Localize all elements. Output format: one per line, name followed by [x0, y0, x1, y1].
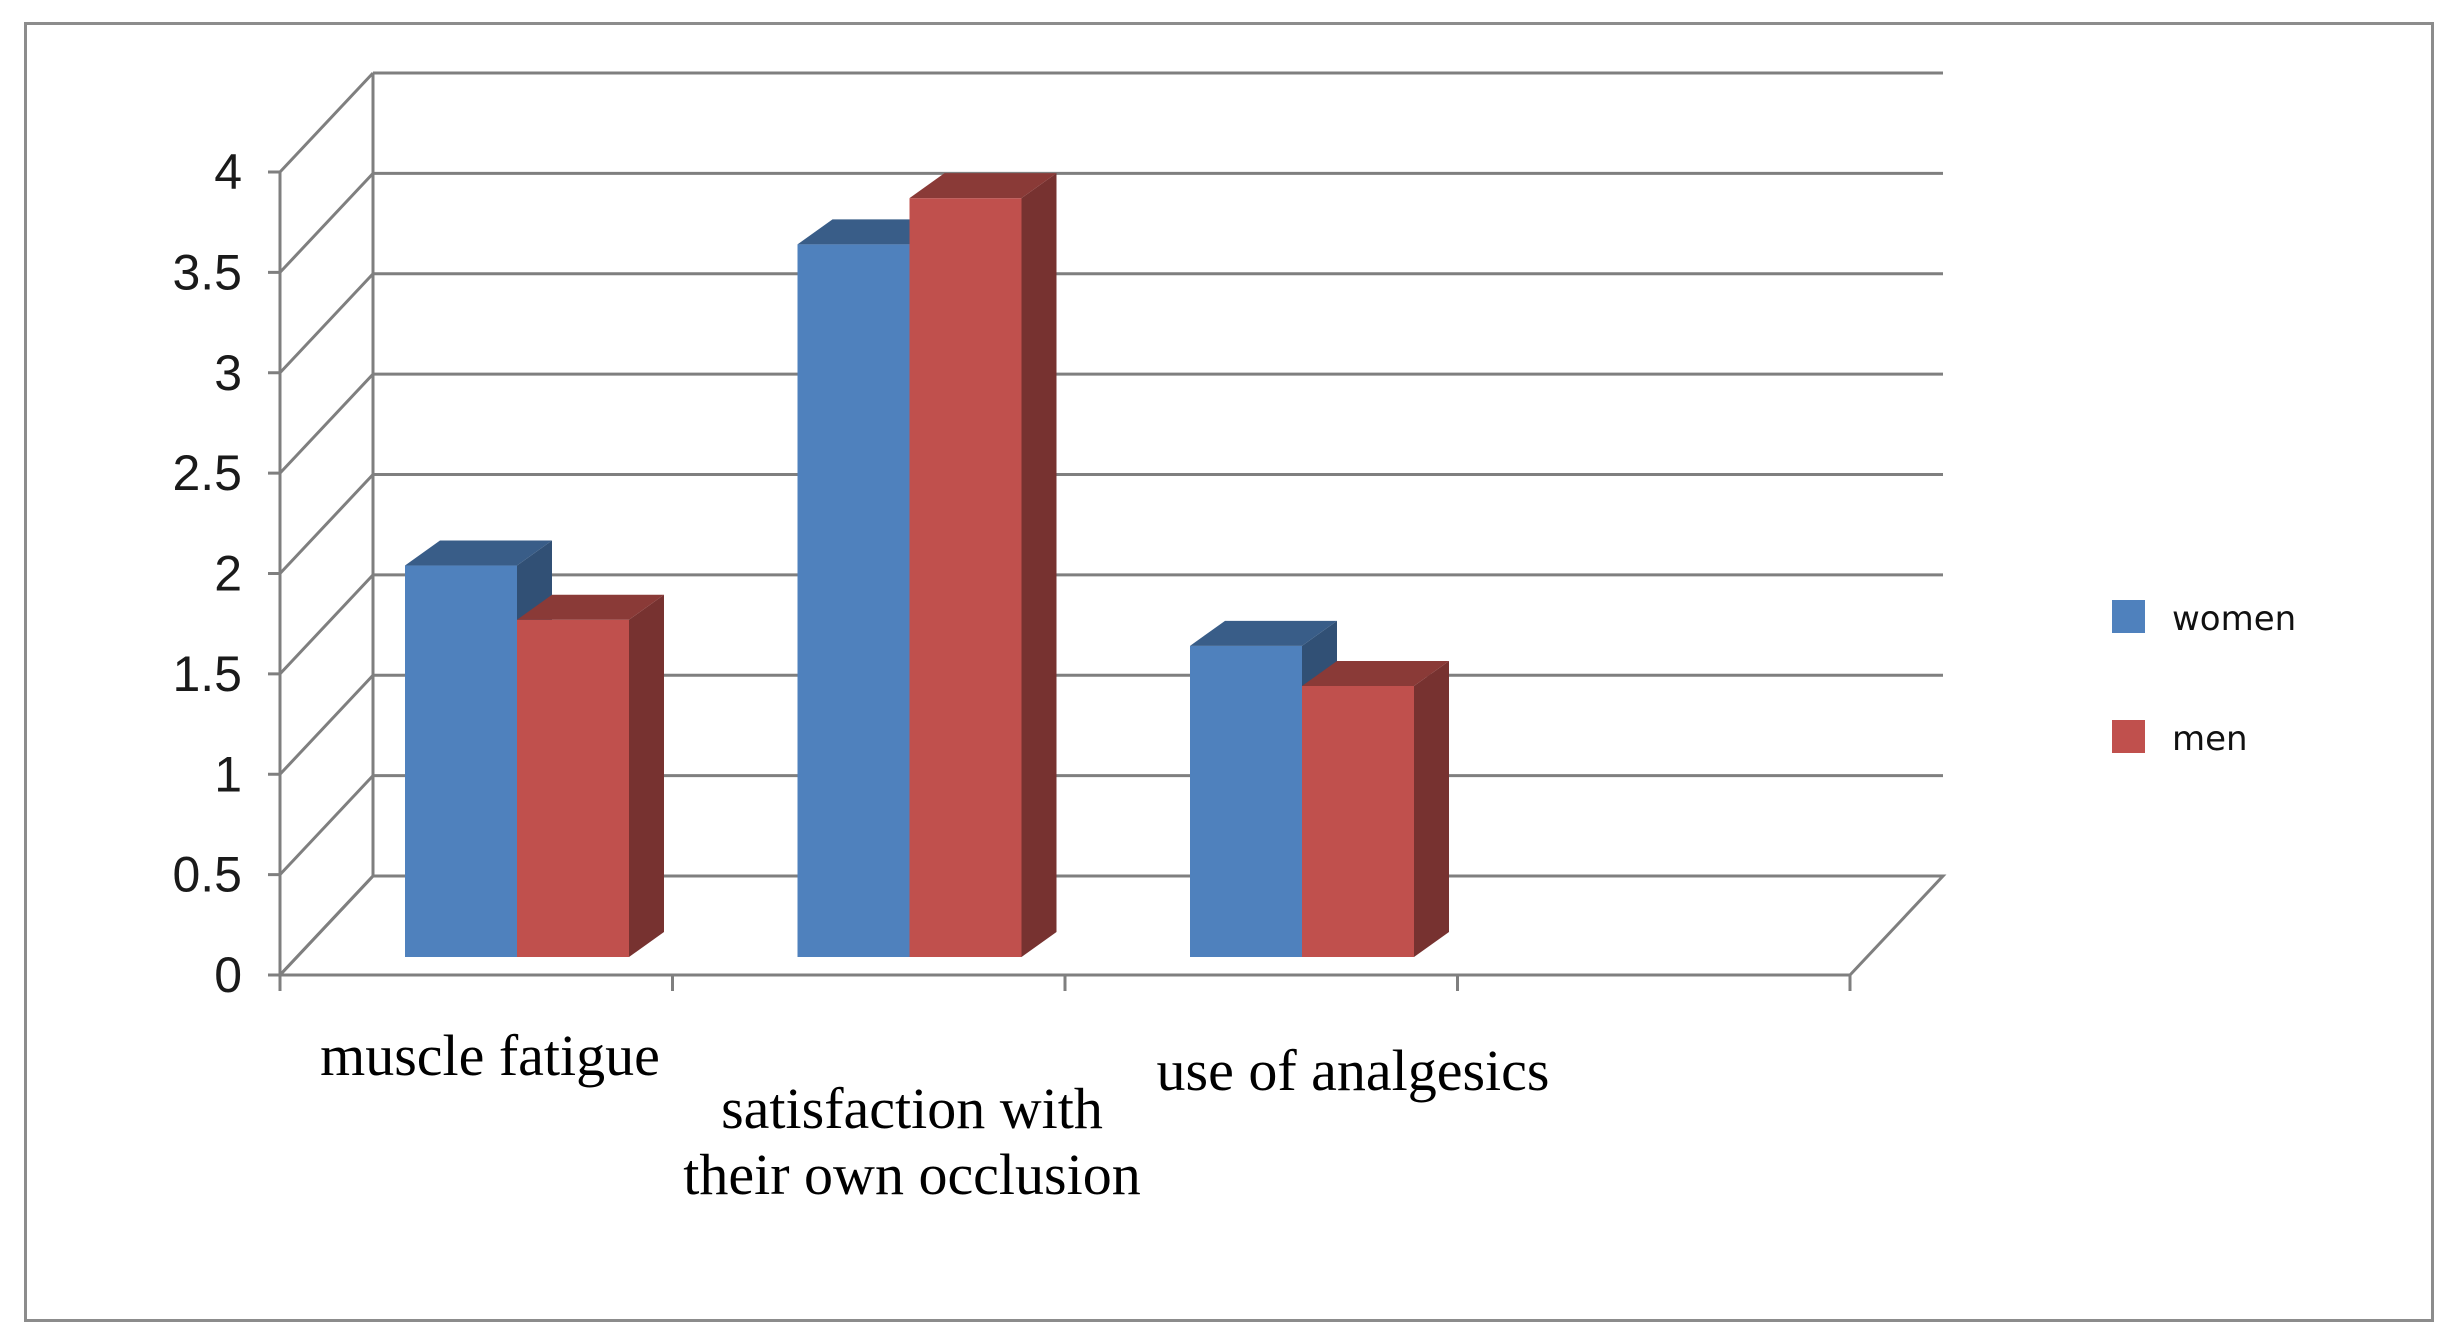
x-category-label: satisfaction with their own occlusion — [683, 1076, 1140, 1207]
bar-front — [405, 565, 517, 957]
x-category-label: muscle fatigue — [320, 1023, 660, 1088]
legend-label: women — [2172, 599, 2296, 639]
bar-side — [1021, 173, 1057, 958]
bar-front — [1190, 645, 1302, 957]
bar-front — [1302, 685, 1414, 957]
bar-top — [1190, 620, 1337, 646]
bar-men — [909, 173, 1057, 958]
legend-label: men — [2172, 719, 2248, 759]
bar-top — [405, 540, 552, 566]
legend-swatch — [2112, 720, 2145, 753]
gridline-side — [278, 71, 375, 174]
bar-men — [517, 594, 664, 957]
gridline-side — [278, 172, 375, 274]
bar-top — [1302, 660, 1449, 686]
gridline-side — [278, 373, 375, 475]
legend: women men — [2112, 599, 2296, 759]
bar-side — [1414, 660, 1449, 957]
bar-top — [909, 173, 1057, 199]
bar-front — [517, 619, 629, 957]
x-axis-category-labels: muscle fatigue satisfaction with their own… — [320, 1023, 1549, 1207]
y-tick-label: 3 — [214, 345, 242, 401]
y-tick-label: 1.5 — [172, 646, 242, 702]
y-tick-label: 3.5 — [172, 244, 242, 300]
axes — [268, 170, 1852, 991]
gridline-side — [278, 473, 375, 575]
gridline-side — [278, 874, 375, 977]
x-category-label: use of analgesics — [1157, 1038, 1550, 1103]
y-tick-label: 2.5 — [172, 445, 242, 501]
bar-top — [517, 594, 664, 620]
legend-swatch — [2112, 600, 2145, 633]
gridline-side — [278, 272, 375, 374]
gridline-side — [278, 674, 375, 776]
legend-item-men: men — [2112, 719, 2248, 759]
bar-side — [629, 594, 664, 957]
legend-item-women: women — [2112, 599, 2296, 639]
y-tick-label: 4 — [214, 144, 242, 200]
y-tick-label: 0.5 — [172, 847, 242, 903]
y-tick-label: 2 — [214, 546, 242, 602]
y-tick-label: 0 — [214, 947, 242, 1003]
bars — [405, 173, 1449, 958]
gridlines — [278, 71, 1943, 977]
bar-men — [1302, 660, 1449, 957]
gridline-side — [278, 774, 375, 876]
y-axis-tick-labels: 0 0.5 1 1.5 2 2.5 3 3.5 4 — [172, 144, 242, 1003]
bar-front — [909, 198, 1022, 958]
y-tick-label: 1 — [214, 746, 242, 802]
bar-top — [797, 219, 945, 245]
gridline-side — [278, 573, 375, 675]
bar-front — [797, 244, 910, 957]
